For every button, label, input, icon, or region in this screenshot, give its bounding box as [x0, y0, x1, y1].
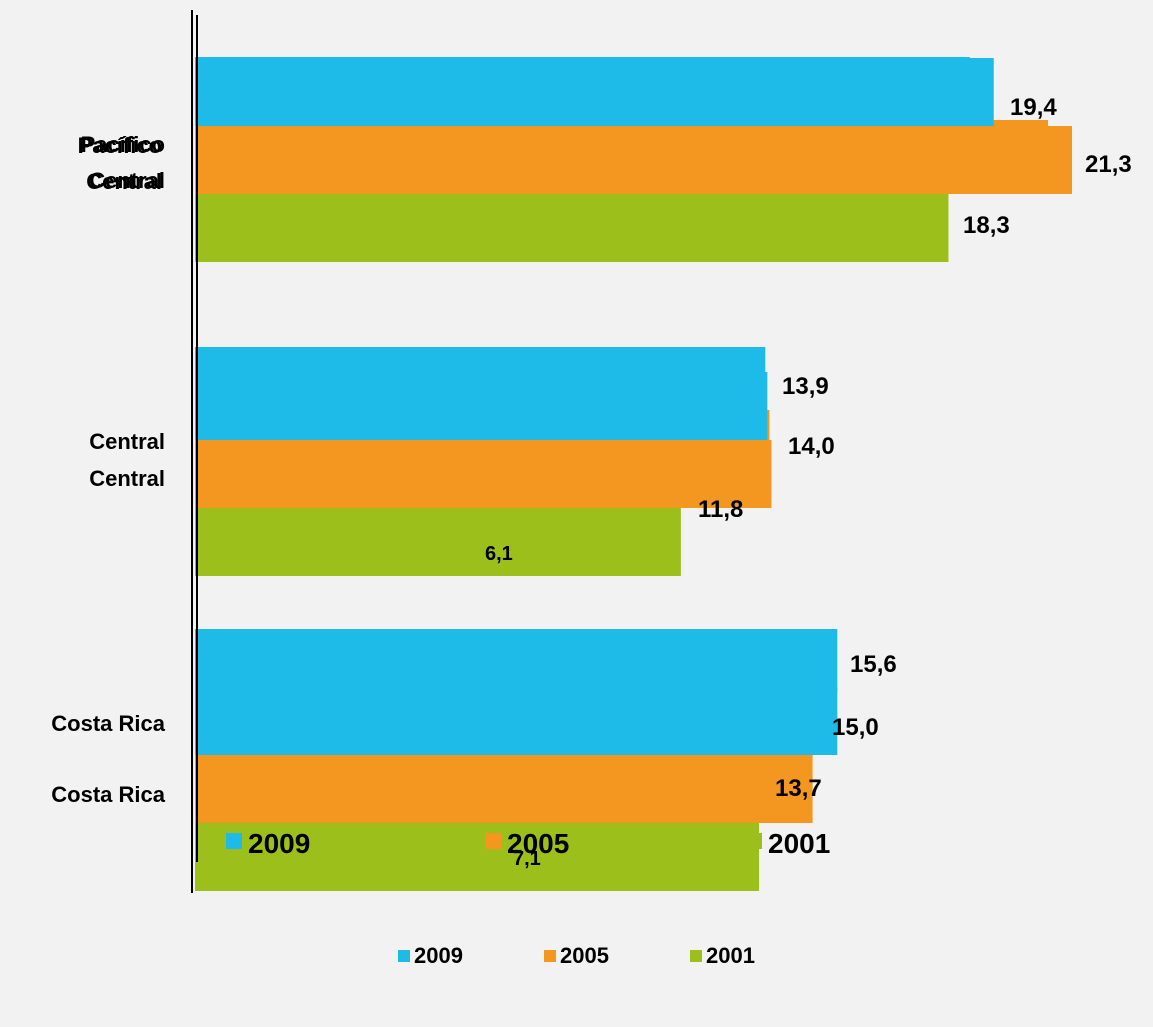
bar-costa-rica-2005 — [195, 755, 813, 823]
legend-swatch-2005-bottom — [544, 950, 556, 962]
value-label-pacifico-central-2001: 18,3 — [963, 212, 1010, 239]
value-labels: 19,4 21,3 18,3 13,9 14,0 11,8 15,6 15,0 13,7 6,1 7… — [485, 94, 1132, 870]
bar-central-2005 — [195, 440, 772, 508]
category-label-pacifico-central: Central — [86, 169, 162, 194]
legend-label-2009-bottom: 2009 — [414, 943, 463, 968]
bar-central-2009 — [195, 372, 768, 440]
bar-costa-rica-2009 — [195, 687, 838, 755]
category-label-pacifico-central: Pacífico — [81, 132, 165, 157]
extra-value-label: 6,1 — [485, 543, 513, 565]
bar-costa-rica-2001 — [195, 823, 760, 891]
category-label-costa-rica: Costa Rica — [51, 711, 165, 736]
extra-value-label: 7,1 — [513, 848, 541, 870]
value-label-pacifico-central-2009: 19,4 — [1010, 94, 1057, 121]
category-labels: PacíficoCentralPacíficoCentralCentralCen… — [51, 132, 165, 807]
bar-pacifico-central-2001 — [195, 194, 949, 262]
legend-label-2001-bottom: 2001 — [706, 943, 755, 968]
legend-label-2009: 2009 — [248, 828, 310, 859]
category-label-central: Central — [89, 429, 165, 454]
value-label-central-2005: 14,0 — [788, 433, 835, 460]
legend-swatch-2001-bottom — [690, 950, 702, 962]
legend-swatch-2009 — [226, 833, 242, 849]
legend-swatch-2005 — [485, 833, 501, 849]
value-label-pacifico-central-2005: 21,3 — [1085, 151, 1132, 178]
legend-label-2001: 2001 — [768, 828, 830, 859]
value-label-central-2009: 13,9 — [782, 373, 829, 400]
legend-swatch-2001 — [746, 833, 762, 849]
category-label-pacifico-central: Central — [89, 168, 165, 193]
bar-central-2001 — [195, 508, 681, 576]
category-label-central: Central — [89, 466, 165, 491]
bar-pacifico-central-2009 — [195, 58, 994, 126]
legend-swatch-2009-bottom — [398, 950, 410, 962]
legend-label-2005: 2005 — [507, 828, 569, 859]
bars — [195, 58, 1072, 891]
value-label-costa-rica-2009: 15,6 — [850, 651, 897, 678]
legend-label-2005-bottom: 2005 — [560, 943, 609, 968]
category-label-costa-rica: Costa Rica — [51, 782, 165, 807]
category-label-pacifico-central: Pacífico — [78, 133, 162, 158]
value-label-costa-rica-2001: 13,7 — [775, 775, 822, 802]
legend: 2009 2009 2005 2005 2001 2001 — [226, 828, 830, 968]
bar-pacifico-central-2005 — [195, 126, 1072, 194]
shadow-bar-costa-rica-2009 — [195, 629, 838, 692]
value-label-central-2001: 11,8 — [698, 496, 743, 523]
value-label-costa-rica-2005: 15,0 — [832, 714, 879, 741]
